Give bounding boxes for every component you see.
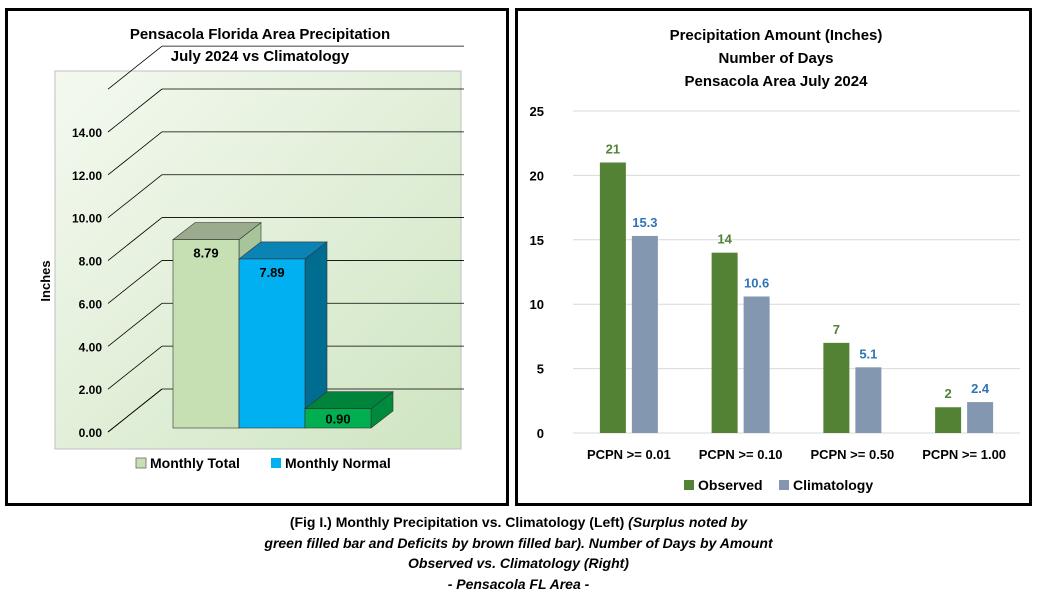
caption-line-4: - Pensacola FL Area - xyxy=(447,575,590,592)
right-bar-data-label: 14 xyxy=(717,232,732,247)
left-plot-area: 0.00 2.00 4.00 6.00 8.00 10.00 12.00 14.00 8.79 7… xyxy=(54,45,464,450)
legend-label-monthly-normal: Monthly Normal xyxy=(285,455,391,471)
left-bar-data-label: 8.79 xyxy=(193,246,218,261)
left-gridline-depth xyxy=(107,45,163,90)
right-plot-area: 0 5 10 15 20 25 21 15.3 PCPN >= 0.01 14 10.6 PCPN >… xyxy=(530,104,1020,462)
caption-line-1: (Fig I.) Monthly Precipitation vs. Clima… xyxy=(0,512,1037,533)
left-y-tick-label: 10.00 xyxy=(72,212,102,226)
left-gridline-depth xyxy=(107,217,163,261)
left-y-tick-label: 12.00 xyxy=(72,169,102,183)
legend-swatch-observed xyxy=(684,480,694,490)
right-chart-title-line1: Precipitation Amount (Inches) xyxy=(670,27,883,44)
figure-caption: (Fig I.) Monthly Precipitation vs. Clima… xyxy=(0,512,1037,594)
right-x-tick-label: PCPN >= 0.50 xyxy=(810,447,894,462)
legend-label-observed: Observed xyxy=(698,477,763,493)
left-chart: Pensacola Florida Area Precipitation Jul… xyxy=(38,26,464,471)
left-chart-panel: Pensacola Florida Area Precipitation Jul… xyxy=(5,8,509,506)
legend-swatch-monthly-total xyxy=(135,457,147,469)
right-bar-climatology xyxy=(743,296,770,433)
caption-line-2: green filled bar and Deficits by brown f… xyxy=(264,534,773,551)
right-legend: Observed Climatology xyxy=(684,477,873,493)
left-bar xyxy=(238,258,306,429)
right-y-tick-label: 25 xyxy=(530,104,544,119)
right-bar-observed xyxy=(935,407,962,433)
left-bar-data-label: 0.90 xyxy=(325,412,350,427)
right-bar-climatology xyxy=(967,402,994,433)
left-chart-title-line1: Pensacola Florida Area Precipitation xyxy=(130,26,390,43)
left-gridline-depth xyxy=(107,131,163,176)
right-x-tick-label: PCPN >= 0.10 xyxy=(699,447,783,462)
caption-line-1-italic: (Surplus noted by xyxy=(628,514,748,530)
left-chart-title-line2: July 2024 vs Climatology xyxy=(171,48,350,65)
left-y-tick-label: 2.00 xyxy=(79,383,103,397)
left-gridline-depth xyxy=(107,388,163,433)
right-bar-data-label: 21 xyxy=(606,142,620,157)
caption-line-1-normal: (Fig I.) Monthly Precipitation vs. Clima… xyxy=(289,514,625,530)
right-x-tick-label: PCPN >= 1.00 xyxy=(922,447,1006,462)
left-y-tick-label: 4.00 xyxy=(79,340,103,354)
right-bar-data-label: 15.3 xyxy=(632,215,657,230)
right-chart-panel: Precipitation Amount (Inches) Number of … xyxy=(515,8,1032,506)
left-gridline-depth xyxy=(107,260,163,304)
right-bar-data-label: 5.1 xyxy=(859,346,877,361)
right-y-tick-label: 5 xyxy=(537,362,544,377)
right-bar-data-label: 2.4 xyxy=(971,381,990,396)
right-bar-data-label: 2 xyxy=(945,386,952,401)
right-y-tick-label: 20 xyxy=(530,168,544,183)
legend-swatch-monthly-normal xyxy=(271,458,281,468)
right-y-tick-label: 0 xyxy=(537,426,544,441)
left-y-axis-label: Inches xyxy=(38,260,53,301)
right-y-tick-label: 10 xyxy=(530,297,544,312)
right-x-tick-label: PCPN >= 0.01 xyxy=(587,447,671,462)
left-y-tick-label: 8.00 xyxy=(79,255,103,269)
right-chart-title-line2: Number of Days xyxy=(718,50,833,67)
right-bar-observed xyxy=(711,252,738,433)
right-bar-data-label: 7 xyxy=(833,322,840,337)
right-chart: Precipitation Amount (Inches) Number of … xyxy=(530,27,1020,493)
left-y-tick-label: 0.00 xyxy=(79,426,103,440)
left-gridline-depth xyxy=(107,302,163,347)
right-chart-title-line3: Pensacola Area July 2024 xyxy=(685,73,869,90)
left-gridline-depth xyxy=(107,345,163,390)
left-gridline-depth xyxy=(107,88,163,133)
right-bar-observed xyxy=(823,342,850,433)
left-bar xyxy=(172,239,240,429)
left-gridline-depth xyxy=(107,174,163,219)
left-bar xyxy=(304,408,372,429)
right-bar-observed xyxy=(599,162,626,433)
legend-label-climatology: Climatology xyxy=(793,477,873,493)
right-bar-data-label: 10.6 xyxy=(744,275,769,290)
caption-line-3: Observed vs. Climatology (Right) xyxy=(408,555,629,571)
right-bar-climatology xyxy=(631,235,658,433)
right-bar-climatology xyxy=(855,367,882,433)
legend-swatch-climatology xyxy=(779,480,789,490)
right-y-tick-label: 15 xyxy=(530,233,544,248)
left-y-tick-label: 6.00 xyxy=(79,297,103,311)
left-bar-data-label: 7.89 xyxy=(259,265,284,280)
left-legend: Monthly Total Monthly Normal xyxy=(135,455,391,471)
left-y-tick-label: 14.00 xyxy=(72,126,102,140)
legend-label-monthly-total: Monthly Total xyxy=(150,455,240,471)
